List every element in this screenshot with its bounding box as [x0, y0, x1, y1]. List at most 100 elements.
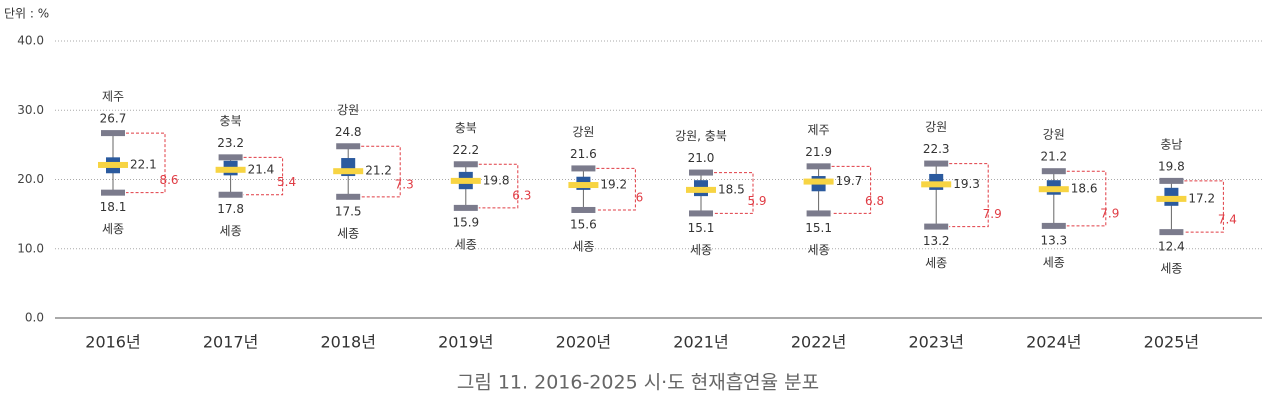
max-region: 강원 [1043, 128, 1065, 142]
min-label: 15.1 [688, 221, 715, 235]
min-label: 15.1 [805, 221, 832, 235]
x-tick-label: 2024년 [1026, 333, 1081, 352]
y-tick-label: 0.0 [25, 311, 44, 325]
mean-label: 19.2 [600, 178, 627, 192]
mean-label: 21.4 [248, 162, 275, 176]
range-label: 6 [636, 190, 644, 204]
min-cap [101, 189, 125, 196]
range-label: 5.4 [277, 175, 296, 189]
max-label: 22.3 [923, 142, 950, 156]
x-tick-label: 2020년 [556, 333, 611, 352]
min-region: 세종 [455, 237, 477, 251]
min-region: 세종 [1043, 255, 1065, 269]
min-label: 18.1 [100, 200, 127, 214]
range-bracket [478, 163, 519, 209]
min-cap [453, 204, 478, 211]
max-cap [571, 165, 596, 172]
min-region: 세종 [337, 226, 359, 240]
min-cap [1041, 222, 1066, 229]
min-cap [924, 223, 949, 230]
max-region: 충남 [1160, 137, 1182, 151]
min-cap [689, 210, 713, 217]
x-tick-label: 2022년 [791, 333, 846, 352]
range-label: 8.6 [159, 173, 178, 187]
min-label: 13.2 [923, 234, 950, 248]
max-label: 21.2 [1040, 150, 1067, 164]
max-cap [1041, 168, 1066, 175]
min-cap [218, 191, 243, 198]
x-tick-label: 2023년 [908, 333, 963, 352]
range-label: 6.3 [512, 188, 531, 202]
mean-bar [1156, 195, 1187, 202]
max-region: 제주 [808, 123, 830, 137]
max-region: 강원, 충북 [675, 129, 727, 143]
mean-label: 19.3 [953, 177, 980, 191]
range-bracket [949, 163, 989, 228]
max-region: 충북 [455, 121, 477, 135]
mean-bar [568, 182, 599, 189]
y-tick-label: 20.0 [17, 172, 44, 186]
mean-bar [450, 177, 481, 184]
mean-label: 22.1 [130, 157, 157, 171]
min-cap [336, 193, 361, 200]
mean-label: 18.5 [718, 182, 745, 196]
max-cap [1159, 177, 1184, 184]
y-tick-label: 40.0 [17, 34, 44, 48]
max-label: 23.2 [217, 136, 244, 150]
min-label: 13.3 [1040, 233, 1067, 247]
max-cap [336, 143, 361, 150]
mean-bar [215, 166, 246, 173]
max-cap [689, 169, 713, 176]
min-label: 17.5 [335, 204, 362, 218]
min-cap [806, 210, 831, 217]
min-label: 12.4 [1158, 240, 1185, 254]
max-label: 24.8 [335, 125, 362, 139]
unit-label: 단위 : % [4, 7, 49, 21]
max-label: 21.0 [688, 151, 715, 165]
max-label: 26.7 [100, 112, 127, 126]
max-cap [101, 130, 125, 137]
x-tick-label: 2017년 [203, 333, 258, 352]
range-label: 7.3 [395, 177, 414, 191]
min-label: 17.8 [217, 202, 244, 216]
max-region: 강원 [337, 103, 359, 117]
y-tick-label: 10.0 [17, 241, 44, 255]
max-region: 강원 [925, 120, 947, 134]
max-label: 21.9 [805, 145, 832, 159]
range-bracket [831, 165, 872, 214]
mean-bar [921, 181, 952, 188]
mean-label: 17.2 [1188, 191, 1215, 205]
caption: 그림 11. 2016-2025 시·도 현재흡연율 분포 [457, 372, 819, 394]
min-region: 세종 [808, 243, 830, 257]
mean-label: 21.2 [365, 164, 392, 178]
x-tick-label: 2016년 [85, 333, 140, 352]
range-bracket [1066, 170, 1107, 227]
range-label: 7.9 [983, 207, 1002, 221]
range-label: 7.9 [1100, 206, 1119, 220]
max-region: 충북 [220, 114, 242, 128]
min-region: 세종 [1160, 262, 1182, 276]
mean-bar [686, 186, 716, 193]
min-region: 세종 [220, 224, 242, 238]
mean-bar [333, 168, 364, 175]
max-cap [924, 160, 949, 167]
max-cap [218, 154, 243, 161]
x-tick-label: 2021년 [673, 333, 728, 352]
min-label: 15.9 [452, 215, 479, 229]
max-region: 강원 [572, 125, 594, 139]
range-label: 6.8 [865, 194, 884, 208]
mean-label: 19.7 [836, 174, 863, 188]
x-tick-label: 2019년 [438, 333, 493, 352]
min-cap [1159, 229, 1184, 236]
mean-bar [98, 161, 128, 168]
min-region: 세종 [690, 243, 712, 257]
mean-label: 18.6 [1071, 182, 1098, 196]
min-cap [571, 206, 596, 213]
max-label: 21.6 [570, 147, 597, 161]
mean-bar [1038, 186, 1069, 193]
max-cap [453, 161, 478, 168]
range-bracket [243, 156, 284, 196]
range-bracket [596, 167, 636, 211]
mean-label: 19.8 [483, 173, 510, 187]
